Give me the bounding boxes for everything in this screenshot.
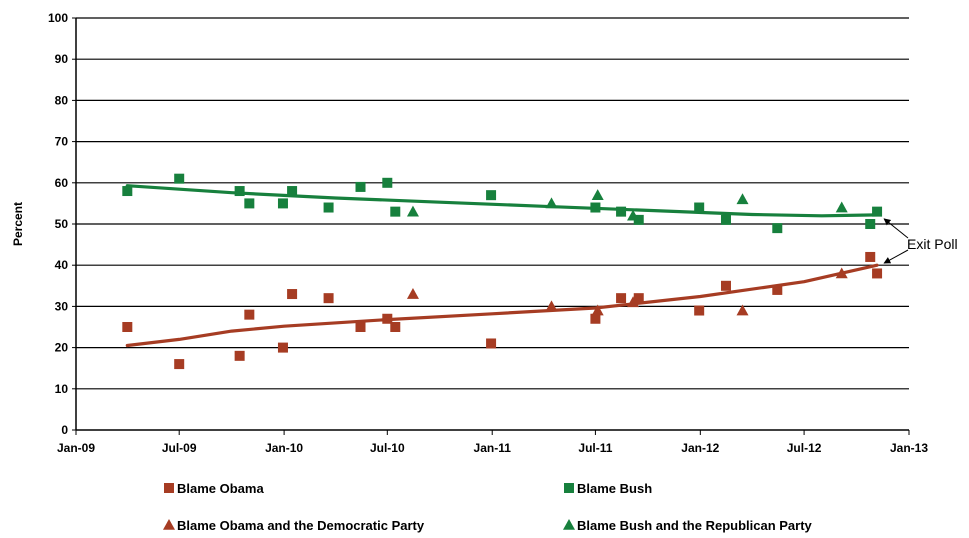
y-tick-label: 20 (55, 341, 69, 355)
blame-obama-point (486, 338, 497, 349)
trendline-blame-obama (125, 263, 879, 348)
x-tick-label: Jan-10 (265, 441, 303, 455)
legend-swatch-blame-obama (164, 483, 174, 493)
blame-bush-point (694, 202, 705, 213)
blame-bush-and-the-republican-party-point (545, 197, 558, 209)
blame-bush-point (720, 214, 731, 225)
blame-obama-and-the-democratic-party-point (835, 267, 848, 279)
x-tick-label: Jan-12 (681, 441, 719, 455)
y-axis-title: Percent (11, 202, 25, 246)
blame-obama-point (390, 322, 401, 332)
legend-label: Blame Obama and the Democratic Party (177, 518, 425, 533)
blame-obama-and-the-democratic-party-point (736, 304, 749, 316)
blame-bush-and-the-republican-party-point (591, 189, 604, 200)
legend-item-blame-obama-and-the-democratic-party: Blame Obama and the Democratic Party (163, 518, 425, 533)
x-tick-label: Jan-11 (474, 441, 512, 455)
blame-obama-point (244, 309, 255, 320)
x-tick-label: Jan-13 (890, 441, 928, 455)
x-tick-label: Jul-11 (578, 441, 612, 455)
data-points (122, 173, 883, 370)
blame-obama-point (122, 322, 133, 332)
legend-swatch-blame-bush-and-the-republican-party (563, 519, 575, 530)
blame-bush-point (633, 214, 644, 225)
blame-bush-point (174, 173, 185, 184)
blame-bush-point (590, 202, 601, 213)
blame-bush-and-the-republican-party-point (406, 205, 419, 217)
blame-obama-point (865, 251, 876, 262)
annotation-arrow (883, 218, 909, 239)
legend-item-blame-obama: Blame Obama (164, 481, 264, 496)
x-tick-label: Jul-12 (787, 441, 822, 455)
blame-bush-point (382, 177, 393, 188)
blame-obama-point (720, 280, 731, 291)
blame-bush-point (244, 198, 255, 209)
legend: Blame Obama Blame Bush Blame Obama and the… (163, 481, 813, 533)
y-tick-label: 40 (55, 258, 69, 272)
legend-swatch-blame-bush (564, 483, 574, 493)
blame-obama-point (287, 289, 298, 300)
blame-obama-point (772, 284, 783, 295)
blame-obama-point (590, 313, 601, 324)
y-tick-labels: 0 10 20 30 40 50 60 70 80 90 100 (48, 11, 68, 437)
blame-obama-point (694, 305, 705, 316)
blame-bush-point (390, 206, 401, 217)
annotation-arrow (883, 249, 909, 264)
grid-lines (72, 17, 910, 435)
blame-obama-point (277, 342, 288, 353)
blame-bush-point (872, 206, 883, 217)
blame-bush-and-the-republican-party-point (835, 201, 848, 213)
y-tick-label: 100 (48, 11, 68, 25)
blame-obama-point (872, 268, 883, 279)
blame-obama-and-the-democratic-party-point (591, 304, 604, 316)
blame-bush-point (616, 206, 627, 217)
blame-obama-point (382, 313, 393, 324)
blame-bush-point (772, 223, 783, 234)
blame-obama-point (633, 293, 644, 304)
blame-bush-point (287, 186, 298, 197)
blame-obama-point (234, 350, 245, 361)
x-tick-label: Jul-09 (162, 441, 197, 455)
blame-obama-point (174, 359, 185, 370)
blame-obama-and-the-democratic-party-point (627, 296, 640, 308)
x-tick-label: Jul-10 (370, 441, 405, 455)
axes (75, 18, 909, 431)
blame-bush-point (355, 181, 366, 192)
blame-obama-point (616, 293, 627, 304)
y-tick-label: 70 (55, 135, 69, 149)
x-tick-labels: Jan-09 Jul-09 Jan-10 Jul-10 Jan-11 Jul-11 Jan-… (57, 441, 928, 455)
y-tick-label: 80 (55, 93, 69, 107)
legend-item-blame-bush-and-the-republican-party: Blame Bush and the Republican Party (563, 518, 813, 533)
blame-bush-point (122, 186, 133, 197)
y-tick-label: 90 (55, 52, 69, 66)
blame-bush-point (865, 219, 876, 229)
blame-bush-and-the-republican-party-point (736, 193, 749, 205)
legend-label: Blame Bush and the Republican Party (577, 518, 813, 533)
y-tick-label: 30 (55, 299, 69, 313)
y-tick-label: 10 (55, 382, 69, 396)
blame-bush-and-the-republican-party-point (627, 209, 640, 221)
blame-bush-point (277, 198, 288, 209)
y-tick-label: 50 (55, 217, 69, 231)
blame-bush-point (486, 190, 497, 201)
trendline-blame-bush (125, 184, 879, 218)
x-tick-label: Jan-09 (57, 441, 95, 455)
blame-obama-and-the-democratic-party-point (545, 300, 558, 312)
legend-label: Blame Obama (177, 481, 264, 496)
blame-bush-point (323, 202, 334, 213)
trendlines (125, 184, 879, 348)
annotations: Exit Poll (883, 218, 958, 264)
legend-swatch-blame-obama-and-the-democratic-party (163, 519, 175, 530)
legend-item-blame-bush: Blame Bush (564, 481, 652, 496)
y-tick-label: 0 (61, 423, 68, 437)
blame-obama-point (355, 322, 366, 332)
blame-obama-and-the-democratic-party-point (406, 288, 419, 299)
blame-obama-point (323, 293, 334, 304)
annotation-label: Exit Poll (907, 236, 958, 252)
blame-bush-point (234, 186, 245, 197)
legend-label: Blame Bush (577, 481, 652, 496)
y-tick-label: 60 (55, 176, 69, 190)
